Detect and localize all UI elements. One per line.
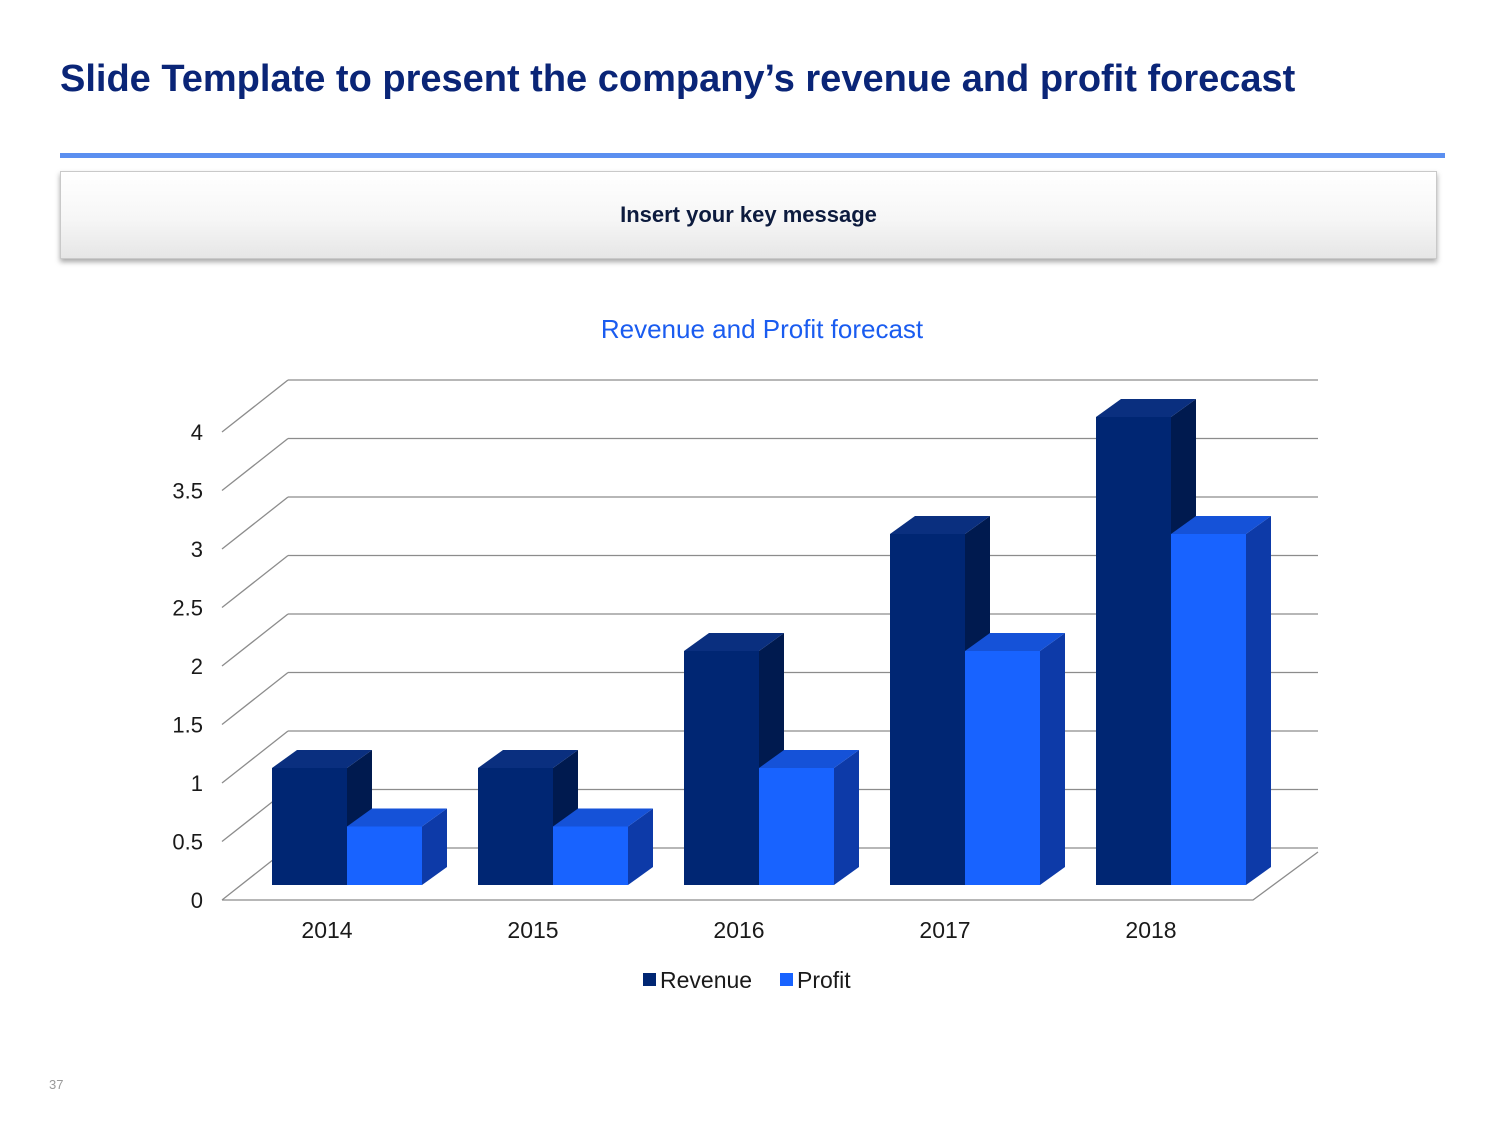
profit-bar — [553, 808, 653, 885]
profit-bar-top — [965, 633, 1065, 651]
revenue-bar-front — [272, 768, 347, 885]
profit-bar — [1171, 516, 1271, 885]
y-tick-label: 2.5 — [172, 596, 203, 621]
profit-bar-side — [628, 808, 653, 885]
profit-bar-front — [759, 768, 834, 885]
slide-title: Slide Template to present the company’s … — [60, 58, 1296, 100]
revenue-bar-top — [478, 750, 578, 768]
y-tick-label: 1.5 — [172, 713, 203, 738]
chart-title: Revenue and Profit forecast — [601, 314, 924, 344]
profit-bar — [965, 633, 1065, 885]
y-tick-label: 3 — [191, 537, 203, 562]
revenue-bar-front — [684, 651, 759, 885]
revenue-bar-top — [684, 633, 784, 651]
y-tick-label: 1 — [191, 771, 203, 796]
gridline-diagonal — [221, 496, 289, 550]
revenue-bar-front — [1096, 417, 1171, 885]
revenue-bar-top — [1096, 399, 1196, 417]
chart-labels: 0 0.5 1 1.5 2 2.5 3 3.5 4 2014 2015 2016 2017 2018 — [172, 420, 1176, 943]
y-tick-label: 4 — [191, 420, 203, 445]
profit-bar-top — [1171, 516, 1271, 534]
revenue-bar-front — [478, 768, 553, 885]
floor-edge — [222, 851, 1319, 901]
profit-bar — [347, 808, 447, 885]
y-tick-label: 3.5 — [172, 479, 203, 504]
revenue-bar-front — [890, 534, 965, 885]
gridline-diagonal — [221, 379, 289, 433]
profit-bar-front — [347, 826, 422, 885]
profit-bar-top — [347, 808, 447, 827]
profit-bar — [759, 750, 859, 885]
y-tick-label: 0.5 — [172, 830, 203, 855]
profit-bar-front — [965, 651, 1040, 885]
gridline-diagonal — [221, 554, 289, 609]
x-tick-label: 2015 — [507, 917, 558, 943]
profit-bar-top — [553, 808, 653, 827]
profit-bar-side — [1040, 633, 1065, 885]
legend-revenue-swatch — [643, 973, 656, 986]
gridline-diagonal — [221, 671, 289, 726]
chart-bars — [272, 399, 1271, 885]
chart-legend: Revenue Profit — [643, 967, 851, 993]
legend-profit-label: Profit — [797, 967, 851, 993]
profit-bar-side — [834, 750, 859, 885]
profit-bar-front — [553, 826, 628, 885]
page-number: 37 — [49, 1077, 64, 1092]
profit-bar-top — [759, 750, 859, 768]
revenue-bar-top — [890, 516, 990, 534]
gridline-diagonal — [221, 730, 289, 784]
y-tick-label: 0 — [191, 888, 203, 913]
legend-revenue-label: Revenue — [660, 967, 752, 993]
revenue-bar-top — [272, 750, 372, 768]
gridline-diagonal — [221, 613, 289, 667]
profit-bar-side — [1246, 516, 1271, 885]
x-tick-label: 2017 — [919, 917, 970, 943]
legend-profit-swatch — [780, 973, 793, 986]
key-message-box: Insert your key message — [60, 171, 1437, 259]
title-divider — [60, 153, 1445, 158]
key-message-text: Insert your key message — [620, 202, 877, 227]
y-tick-label: 2 — [191, 654, 203, 679]
profit-bar-front — [1171, 534, 1246, 885]
gridline-diagonal — [221, 437, 289, 492]
x-tick-label: 2014 — [301, 917, 352, 943]
x-tick-label: 2016 — [713, 917, 764, 943]
profit-bar-side — [422, 808, 447, 885]
x-tick-label: 2018 — [1125, 917, 1176, 943]
